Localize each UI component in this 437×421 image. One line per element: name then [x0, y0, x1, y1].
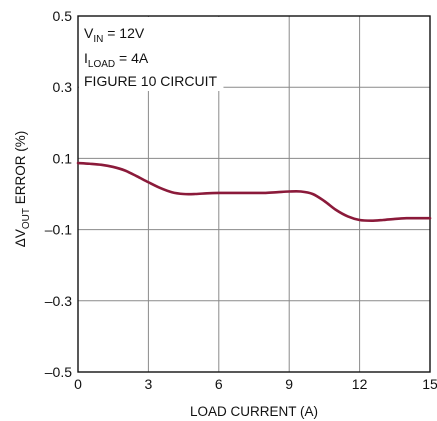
tick-labels: 0 3 6 9 12 15 0.5 0.3 0.1 –0.1 –0.3 –0.5	[45, 8, 437, 392]
x-tick-label: 3	[145, 376, 153, 392]
y-tick-label: –0.1	[45, 222, 72, 238]
x-tick-label: 9	[285, 376, 293, 392]
annotation-circuit: FIGURE 10 CIRCUIT	[84, 73, 217, 89]
y-tick-label: –0.3	[45, 293, 72, 309]
series-line-0	[76, 161, 432, 222]
annotation-vin: VIN = 12V	[84, 25, 145, 45]
x-axis-label: LOAD CURRENT (A)	[190, 404, 318, 419]
y-axis-label: ΔVOUT ERROR (%)	[13, 131, 32, 247]
annotation-iload: ILOAD = 4A	[84, 50, 149, 70]
x-tick-label: 15	[422, 376, 437, 392]
y-tick-label: 0.3	[53, 79, 73, 95]
annotation: VIN = 12V ILOAD = 4A FIGURE 10 CIRCUIT	[84, 25, 217, 89]
x-tick-label: 0	[74, 376, 82, 392]
y-tick-label: –0.5	[45, 364, 72, 380]
plot-frame	[77, 15, 431, 373]
series-layer	[76, 161, 432, 222]
y-tick-label: 0.5	[53, 8, 73, 24]
annotation-background	[79, 17, 224, 91]
y-tick-label: 0.1	[53, 150, 73, 166]
x-tick-label: 12	[352, 376, 368, 392]
x-tick-label: 6	[215, 376, 223, 392]
